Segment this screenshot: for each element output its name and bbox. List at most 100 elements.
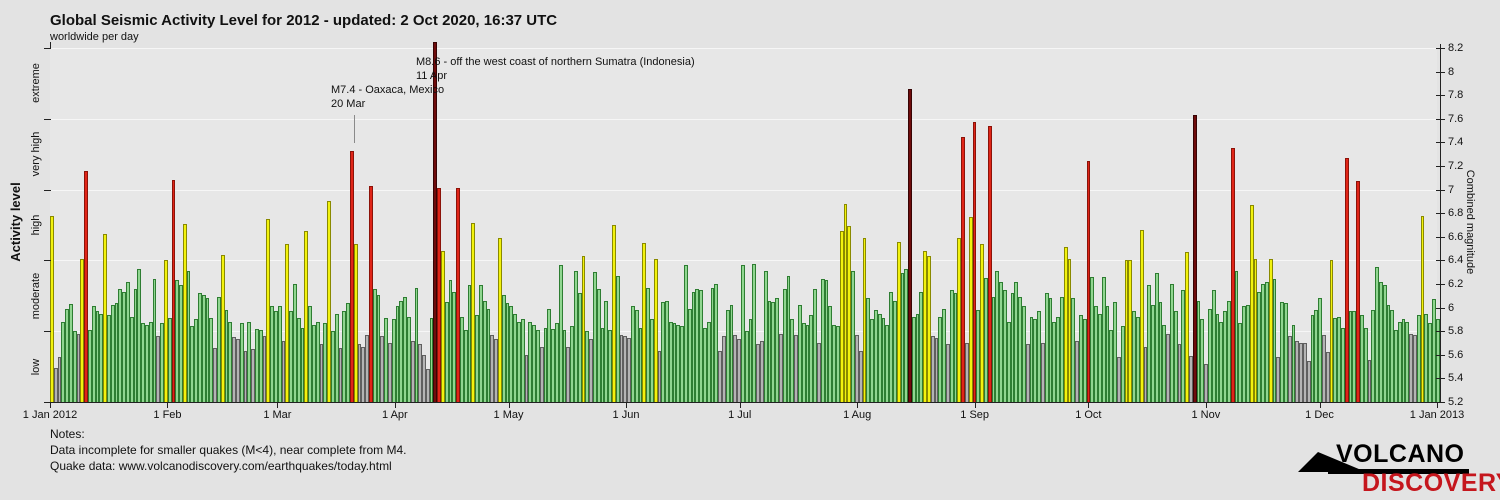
bar bbox=[372, 288, 377, 402]
bar bbox=[630, 306, 635, 402]
category-label-moderate: moderate bbox=[30, 272, 42, 320]
bar bbox=[1272, 279, 1277, 402]
bar bbox=[968, 216, 973, 402]
right-tick bbox=[1436, 402, 1445, 403]
bar bbox=[467, 285, 472, 402]
bar bbox=[1352, 311, 1357, 402]
bar bbox=[1162, 325, 1167, 402]
bar bbox=[1363, 327, 1368, 402]
bar bbox=[387, 343, 392, 402]
left-tick bbox=[44, 402, 51, 403]
bar bbox=[892, 300, 897, 402]
bar bbox=[201, 294, 206, 402]
right-tick bbox=[1436, 189, 1445, 191]
logo-word-volcano: VOLCANO bbox=[1328, 440, 1469, 474]
bar bbox=[1276, 357, 1281, 402]
bar bbox=[965, 343, 969, 402]
bar bbox=[376, 294, 381, 402]
bar bbox=[1405, 321, 1410, 402]
bar bbox=[854, 334, 859, 402]
bar bbox=[938, 317, 943, 402]
bar bbox=[1283, 302, 1288, 402]
right-tick bbox=[1436, 354, 1445, 356]
annotation-sumatra: M8.6 - off the west coast of northern Su… bbox=[416, 55, 695, 83]
bar bbox=[999, 281, 1004, 402]
right-tick bbox=[1436, 166, 1445, 167]
bar bbox=[217, 296, 221, 402]
bar bbox=[133, 288, 138, 402]
month-tick bbox=[508, 403, 510, 408]
bar bbox=[813, 288, 817, 402]
month-label: 1 Apr bbox=[382, 409, 408, 421]
bar bbox=[190, 326, 195, 402]
bar bbox=[1208, 308, 1212, 402]
bar bbox=[141, 322, 145, 402]
bar bbox=[122, 292, 126, 402]
bar bbox=[695, 288, 700, 402]
bar bbox=[980, 243, 985, 402]
bar bbox=[1052, 321, 1057, 402]
right-tick-label: 6.6 bbox=[1448, 230, 1464, 243]
bar bbox=[930, 335, 935, 402]
bar bbox=[554, 322, 559, 402]
bar bbox=[95, 311, 100, 402]
bar bbox=[175, 280, 180, 402]
bar bbox=[771, 301, 776, 402]
bar bbox=[1105, 306, 1110, 402]
bar bbox=[767, 300, 772, 402]
bar bbox=[816, 343, 821, 402]
right-tick-label: 7 bbox=[1448, 183, 1455, 196]
month-tick bbox=[394, 403, 396, 408]
bar bbox=[479, 285, 483, 402]
bar bbox=[251, 348, 256, 402]
right-tick bbox=[1436, 236, 1445, 238]
bar bbox=[1268, 259, 1273, 402]
bar bbox=[1181, 289, 1186, 402]
bar bbox=[733, 334, 738, 402]
bar bbox=[858, 351, 863, 402]
bar bbox=[1246, 305, 1250, 402]
bar bbox=[1014, 281, 1019, 402]
bar bbox=[843, 203, 848, 402]
bar bbox=[1048, 298, 1053, 402]
bar bbox=[517, 321, 521, 402]
bar bbox=[1154, 273, 1159, 402]
bar bbox=[1173, 311, 1178, 402]
bar bbox=[961, 136, 966, 402]
bar bbox=[1348, 311, 1353, 402]
bar bbox=[448, 280, 453, 402]
bar bbox=[498, 237, 502, 402]
month-tick bbox=[626, 403, 628, 408]
bar bbox=[167, 318, 172, 402]
bar bbox=[1337, 317, 1341, 402]
bar bbox=[1397, 321, 1402, 402]
right-tick-label: 7.2 bbox=[1448, 160, 1464, 172]
bar bbox=[437, 188, 442, 402]
bar bbox=[665, 300, 669, 402]
bar bbox=[725, 309, 730, 402]
annotation-sumatra-date: 11 Apr bbox=[416, 70, 447, 82]
bar bbox=[779, 333, 783, 402]
right-tick-label: 7.4 bbox=[1448, 136, 1464, 149]
left-tick bbox=[44, 118, 51, 120]
bar bbox=[494, 339, 499, 402]
category-label-extreme: extreme bbox=[30, 63, 42, 104]
bar bbox=[573, 271, 578, 402]
bar bbox=[452, 292, 457, 402]
right-tick bbox=[1436, 95, 1445, 97]
bar bbox=[1078, 314, 1083, 402]
bar bbox=[258, 330, 263, 402]
notes-line-source: Quake data: www.volcanodiscovery.com/ear… bbox=[50, 459, 392, 473]
bar bbox=[1223, 311, 1228, 402]
bar bbox=[1185, 252, 1190, 402]
bar bbox=[634, 309, 639, 402]
bar bbox=[403, 296, 407, 402]
bar bbox=[741, 265, 745, 402]
bar bbox=[1306, 360, 1311, 402]
right-tick-label: 5.8 bbox=[1448, 325, 1464, 338]
bar bbox=[923, 250, 928, 402]
bar bbox=[1420, 215, 1425, 402]
bar bbox=[1003, 289, 1007, 402]
bar bbox=[1211, 289, 1216, 402]
bar bbox=[323, 322, 328, 402]
